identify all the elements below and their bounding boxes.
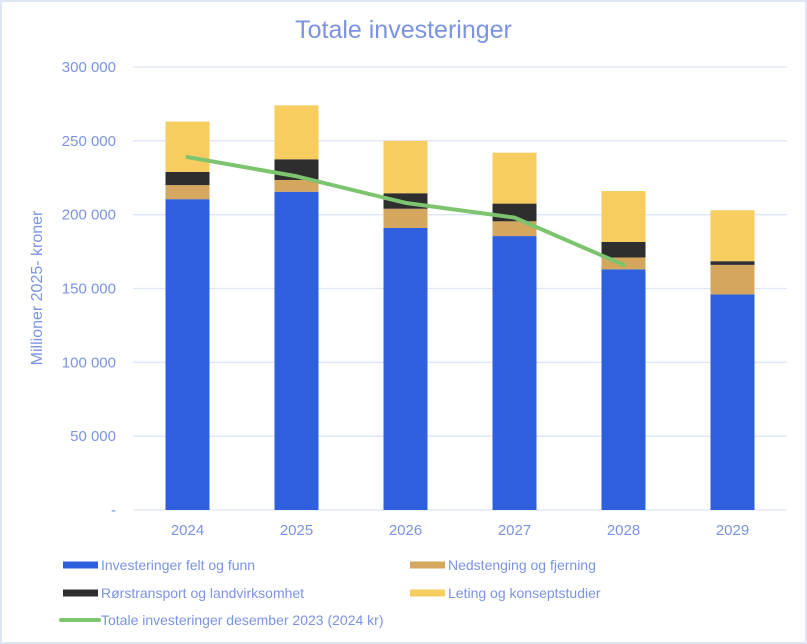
bar-segment [165,121,210,172]
bars [165,105,755,511]
x-tick-label: 2025 [280,522,313,539]
x-tick-label: 2029 [716,522,749,539]
legend-swatch [410,561,445,569]
y-tick-label: 150 000 [62,281,116,298]
legend-label: Investeringer felt og funn [101,557,255,573]
y-axis-label: Millioner 2025- kroner [29,210,46,365]
bar-segment [492,152,537,204]
bar-segment [274,191,319,511]
y-tick-label: 250 000 [62,133,116,150]
legend-item: Nedstenging og fjerning [410,557,596,573]
legend-label: Leting og konseptstudier [448,585,601,601]
legend-item: Rørstransport og landvirksomhet [63,585,304,601]
y-tick-label: - [111,502,116,519]
bar-segment [492,221,537,237]
legend-swatch [410,589,445,597]
legend-swatch [63,589,98,597]
bar-segment [383,227,428,510]
x-axis-ticks: 2024 2025 2026 2027 2028 2029 [171,522,749,539]
legend-label: Nedstenging og fjerning [448,557,596,573]
bar-segment [601,191,646,242]
y-tick-label: 50 000 [70,428,116,445]
bar-segment [710,294,755,510]
legend: Investeringer felt og funn Nedstenging og… [59,557,601,628]
legend-item: Leting og konseptstudier [410,585,601,601]
bar-segment [492,236,537,510]
chart-title: Totale investeringer [295,16,512,44]
x-tick-label: 2024 [171,522,204,539]
legend-label: Rørstransport og landvirksomhet [101,585,304,601]
legend-item: Investeringer felt og funn [63,557,255,573]
bar-segment [383,140,428,194]
bar-segment [274,179,319,192]
legend-swatch [63,561,98,569]
x-tick-label: 2027 [498,522,531,539]
x-tick-label: 2026 [389,522,422,539]
bar-segment [710,210,755,262]
bar-segment [601,241,646,258]
bar-segment [383,208,428,228]
y-tick-label: 300 000 [62,59,116,76]
legend-item: Totale investeringer desember 2023 (2024… [59,612,384,628]
bar-segment [165,185,210,200]
bar-segment [165,199,210,510]
bar-segment [274,105,319,160]
bar-segment [710,264,755,295]
line-total-dec-2023 [185,155,626,267]
y-tick-label: 100 000 [62,354,116,371]
x-tick-label: 2028 [607,522,640,539]
legend-label: Totale investeringer desember 2023 (2024… [101,612,384,628]
bar-segment [165,171,210,186]
y-tick-label: 200 000 [62,207,116,224]
bar-segment [601,269,646,510]
y-axis-ticks: - 50 000 100 000 150 000 200 000 250 000 300 0… [62,59,116,519]
gridlines [133,66,787,511]
line-series [185,155,626,267]
bar-segment [710,261,755,265]
